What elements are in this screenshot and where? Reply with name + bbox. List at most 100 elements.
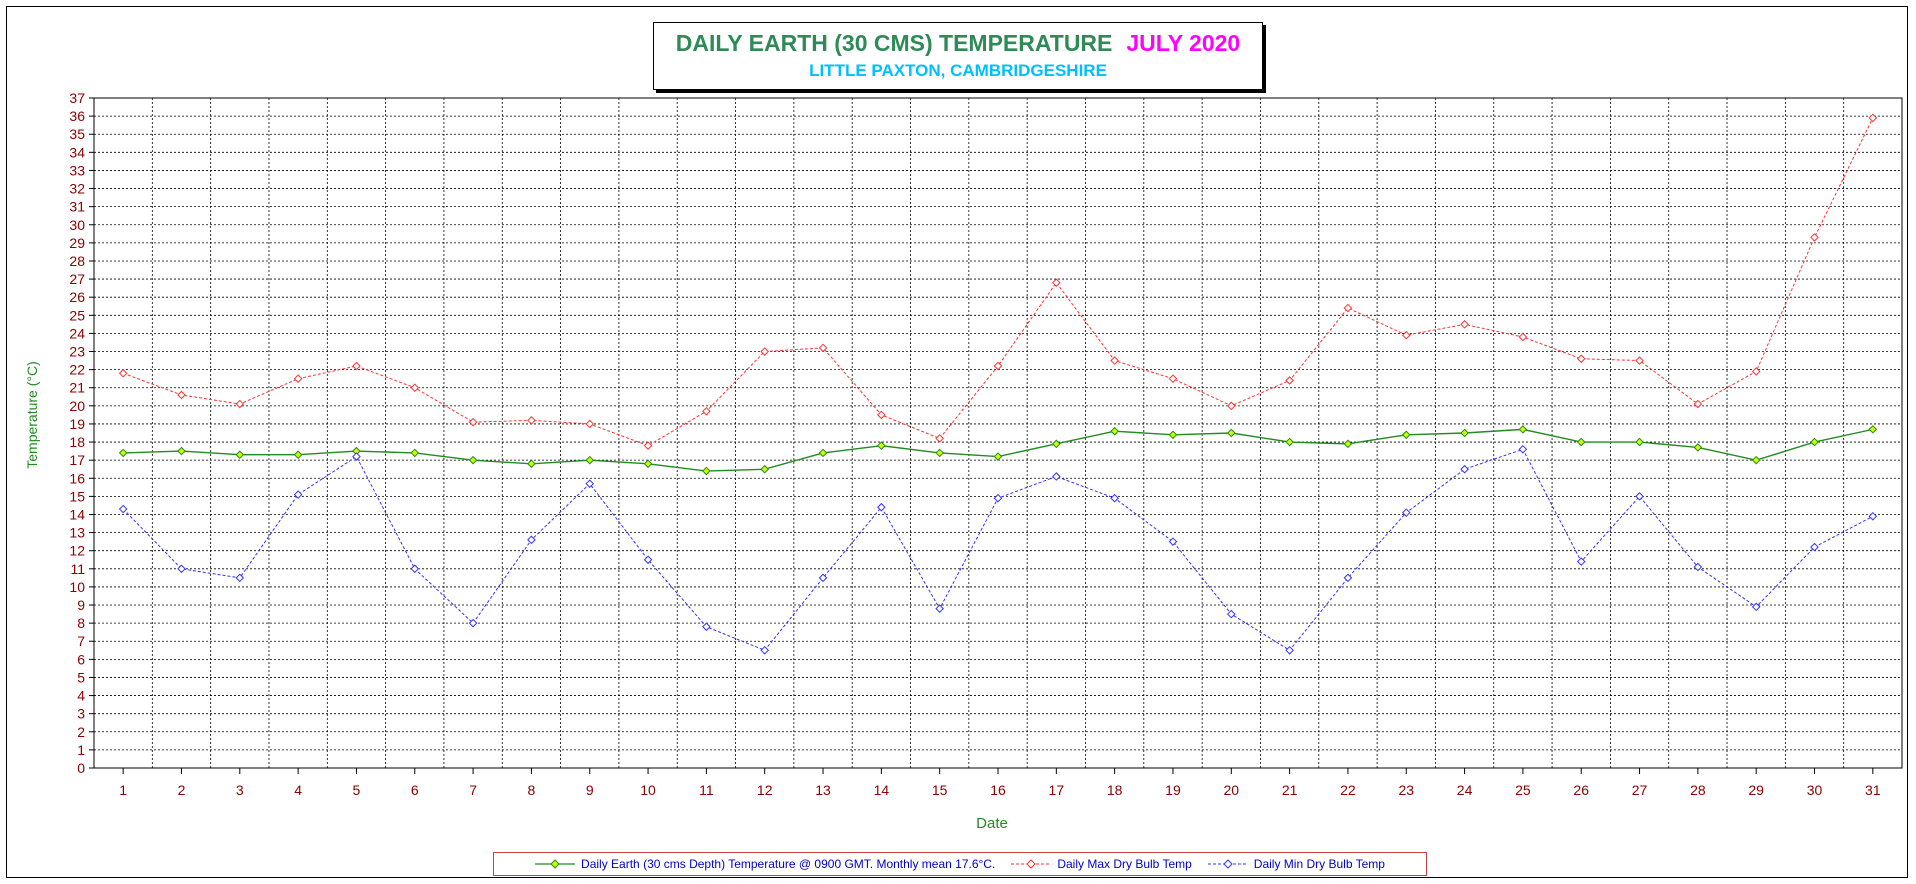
data-point-max bbox=[1110, 356, 1119, 365]
data-point-min bbox=[643, 555, 653, 565]
y-tick-label: 20 bbox=[69, 398, 85, 414]
data-point-earth bbox=[118, 448, 128, 458]
data-point-earth bbox=[1693, 443, 1703, 452]
y-tick-label: 15 bbox=[69, 488, 85, 504]
data-point-earth bbox=[935, 448, 944, 458]
y-tick-label: 5 bbox=[77, 669, 85, 685]
data-point-max bbox=[1401, 330, 1411, 340]
data-point-min bbox=[1168, 537, 1178, 546]
legend-line-min-icon bbox=[1207, 859, 1248, 869]
x-tick-label: 28 bbox=[1690, 782, 1706, 798]
data-point-min bbox=[118, 504, 128, 514]
data-point-max bbox=[118, 368, 128, 378]
y-tick-label: 36 bbox=[69, 108, 85, 124]
data-point-earth bbox=[818, 448, 828, 458]
y-tick-label: 7 bbox=[77, 633, 85, 649]
data-point-earth bbox=[1401, 430, 1411, 440]
data-point-max bbox=[760, 347, 770, 356]
data-point-earth bbox=[1868, 425, 1878, 434]
x-tick-label: 8 bbox=[528, 782, 536, 798]
data-point-earth bbox=[1518, 425, 1528, 434]
data-point-min bbox=[1635, 492, 1644, 501]
x-tick-label: 19 bbox=[1165, 782, 1181, 798]
x-tick-label: 24 bbox=[1457, 782, 1473, 798]
data-point-min bbox=[1751, 602, 1761, 612]
data-point-earth bbox=[877, 441, 886, 450]
y-tick-label: 1 bbox=[77, 742, 85, 758]
y-tick-label: 24 bbox=[69, 325, 85, 341]
y-tick-label: 29 bbox=[69, 235, 85, 251]
y-tick-label: 16 bbox=[69, 470, 85, 486]
y-tick-label: 0 bbox=[77, 760, 85, 776]
data-point-earth bbox=[293, 450, 303, 460]
x-tick-label: 17 bbox=[1049, 782, 1065, 798]
y-tick-label: 22 bbox=[69, 362, 85, 378]
y-tick-label: 31 bbox=[69, 199, 85, 215]
data-point-min bbox=[585, 479, 595, 489]
data-point-max bbox=[352, 361, 361, 371]
data-point-earth bbox=[993, 452, 1003, 461]
y-tick-label: 17 bbox=[69, 452, 85, 468]
y-tick-label: 21 bbox=[69, 380, 85, 396]
x-tick-label: 15 bbox=[932, 782, 948, 798]
x-tick-label: 25 bbox=[1515, 782, 1531, 798]
title-line: DAILY EARTH (30 CMS) TEMPERATURE JULY 202… bbox=[654, 30, 1262, 57]
legend-item-min: Daily Min Dry Bulb Temp bbox=[1207, 857, 1385, 871]
data-point-max bbox=[585, 419, 595, 429]
y-tick-label: 4 bbox=[77, 688, 85, 704]
x-tick-label: 23 bbox=[1398, 782, 1414, 798]
data-point-max bbox=[1285, 376, 1294, 385]
y-tick-label: 10 bbox=[69, 579, 85, 595]
data-point-earth bbox=[1576, 437, 1586, 447]
data-point-earth bbox=[1751, 455, 1761, 465]
data-point-max bbox=[993, 361, 1003, 371]
data-point-max bbox=[935, 434, 944, 443]
legend-label-earth: Daily Earth (30 cms Depth) Temperature @… bbox=[581, 857, 996, 871]
x-tick-label: 4 bbox=[294, 782, 302, 798]
axes: 0123456789101112131415161718192021222324… bbox=[69, 90, 1903, 798]
title-box: DAILY EARTH (30 CMS) TEMPERATURE JULY 202… bbox=[653, 22, 1263, 90]
data-point-earth bbox=[1460, 428, 1469, 438]
legend-label-max: Daily Max Dry Bulb Temp bbox=[1057, 857, 1192, 871]
data-point-min bbox=[410, 564, 420, 574]
data-point-min bbox=[1693, 562, 1703, 572]
data-point-earth bbox=[527, 459, 536, 469]
x-tick-label: 22 bbox=[1340, 782, 1356, 798]
data-point-max bbox=[177, 390, 186, 400]
series bbox=[118, 113, 1878, 655]
y-tick-label: 23 bbox=[69, 344, 85, 360]
data-point-earth bbox=[643, 459, 653, 469]
data-point-max bbox=[293, 374, 303, 383]
y-tick-label: 19 bbox=[69, 416, 85, 432]
data-point-max bbox=[1810, 233, 1819, 242]
y-tick-label: 8 bbox=[77, 615, 85, 631]
data-point-earth bbox=[235, 450, 245, 460]
data-point-min bbox=[177, 564, 186, 574]
x-tick-label: 26 bbox=[1573, 782, 1589, 798]
x-tick-label: 9 bbox=[586, 782, 594, 798]
y-tick-label: 14 bbox=[69, 506, 85, 522]
x-tick-label: 5 bbox=[353, 782, 361, 798]
y-tick-label: 3 bbox=[77, 706, 85, 722]
data-point-min bbox=[352, 452, 361, 461]
y-tick-label: 9 bbox=[77, 597, 85, 613]
data-point-min bbox=[1518, 444, 1528, 454]
chart-subtitle: LITTLE PAXTON, CAMBRIDGESHIRE bbox=[809, 61, 1107, 80]
x-tick-label: 20 bbox=[1224, 782, 1240, 798]
x-tick-label: 27 bbox=[1632, 782, 1648, 798]
x-tick-label: 31 bbox=[1865, 782, 1881, 798]
data-point-max bbox=[410, 383, 420, 393]
data-point-min bbox=[235, 573, 245, 583]
data-point-earth bbox=[1285, 437, 1294, 447]
data-point-min bbox=[1401, 508, 1411, 517]
y-tick-label: 26 bbox=[69, 289, 85, 305]
data-point-min bbox=[760, 645, 770, 655]
data-point-earth bbox=[1343, 439, 1353, 449]
data-point-max bbox=[1168, 374, 1178, 383]
data-point-earth bbox=[1110, 426, 1119, 436]
data-point-max bbox=[1052, 278, 1061, 288]
legend-line-max-icon bbox=[1011, 859, 1052, 869]
data-point-max bbox=[1518, 332, 1528, 342]
y-tick-label: 18 bbox=[69, 434, 85, 450]
